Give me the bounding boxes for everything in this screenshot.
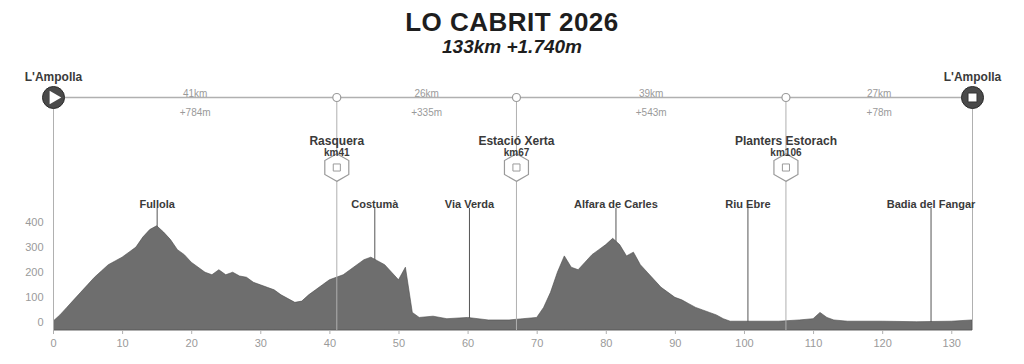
svg-text:+335m: +335m — [411, 107, 442, 118]
svg-text:30: 30 — [255, 337, 267, 349]
svg-text:+78m: +78m — [867, 107, 892, 118]
svg-text:L'Ampolla: L'Ampolla — [944, 70, 1002, 84]
svg-text:27km: 27km — [867, 88, 891, 99]
svg-text:km106: km106 — [770, 147, 802, 158]
svg-text:km67: km67 — [504, 147, 530, 158]
svg-text:400: 400 — [25, 216, 43, 228]
svg-text:200: 200 — [25, 266, 43, 278]
svg-text:0: 0 — [37, 316, 43, 328]
svg-text:Alfara de Carles: Alfara de Carles — [574, 198, 658, 210]
svg-text:Costumà: Costumà — [351, 198, 399, 210]
svg-text:120: 120 — [873, 337, 891, 349]
svg-text:80: 80 — [600, 337, 612, 349]
svg-text:Riu Ebre: Riu Ebre — [725, 198, 770, 210]
svg-text:Rasquera: Rasquera — [309, 134, 365, 148]
svg-text:Estació Xerta: Estació Xerta — [478, 134, 555, 148]
html-text:133km +1.740m: 133km +1.740m — [442, 36, 582, 57]
svg-text:110: 110 — [805, 337, 823, 349]
svg-text:100: 100 — [735, 337, 753, 349]
svg-text:41km: 41km — [183, 88, 207, 99]
svg-text:Fullola: Fullola — [139, 198, 175, 210]
svg-text:100: 100 — [25, 291, 43, 303]
svg-text:+543m: +543m — [636, 107, 667, 118]
svg-text:39km: 39km — [639, 88, 663, 99]
svg-text:Via Verda: Via Verda — [445, 198, 495, 210]
svg-text:20: 20 — [186, 337, 198, 349]
svg-text:Planters Estorach: Planters Estorach — [734, 134, 837, 148]
svg-text:Badia del Fangar: Badia del Fangar — [887, 198, 976, 210]
svg-text:0: 0 — [50, 337, 56, 349]
svg-text:km41: km41 — [324, 147, 350, 158]
svg-text:10: 10 — [116, 337, 128, 349]
svg-text:26km: 26km — [414, 88, 438, 99]
svg-text:L'Ampolla: L'Ampolla — [25, 70, 83, 84]
svg-text:130: 130 — [943, 337, 961, 349]
svg-text:60: 60 — [462, 337, 474, 349]
svg-text:300: 300 — [25, 241, 43, 253]
svg-text:90: 90 — [669, 337, 681, 349]
html-text:LO CABRIT 2026: LO CABRIT 2026 — [405, 7, 619, 37]
svg-text:70: 70 — [531, 337, 543, 349]
svg-text:40: 40 — [324, 337, 336, 349]
svg-text:+784m: +784m — [180, 107, 211, 118]
svg-text:50: 50 — [393, 337, 405, 349]
